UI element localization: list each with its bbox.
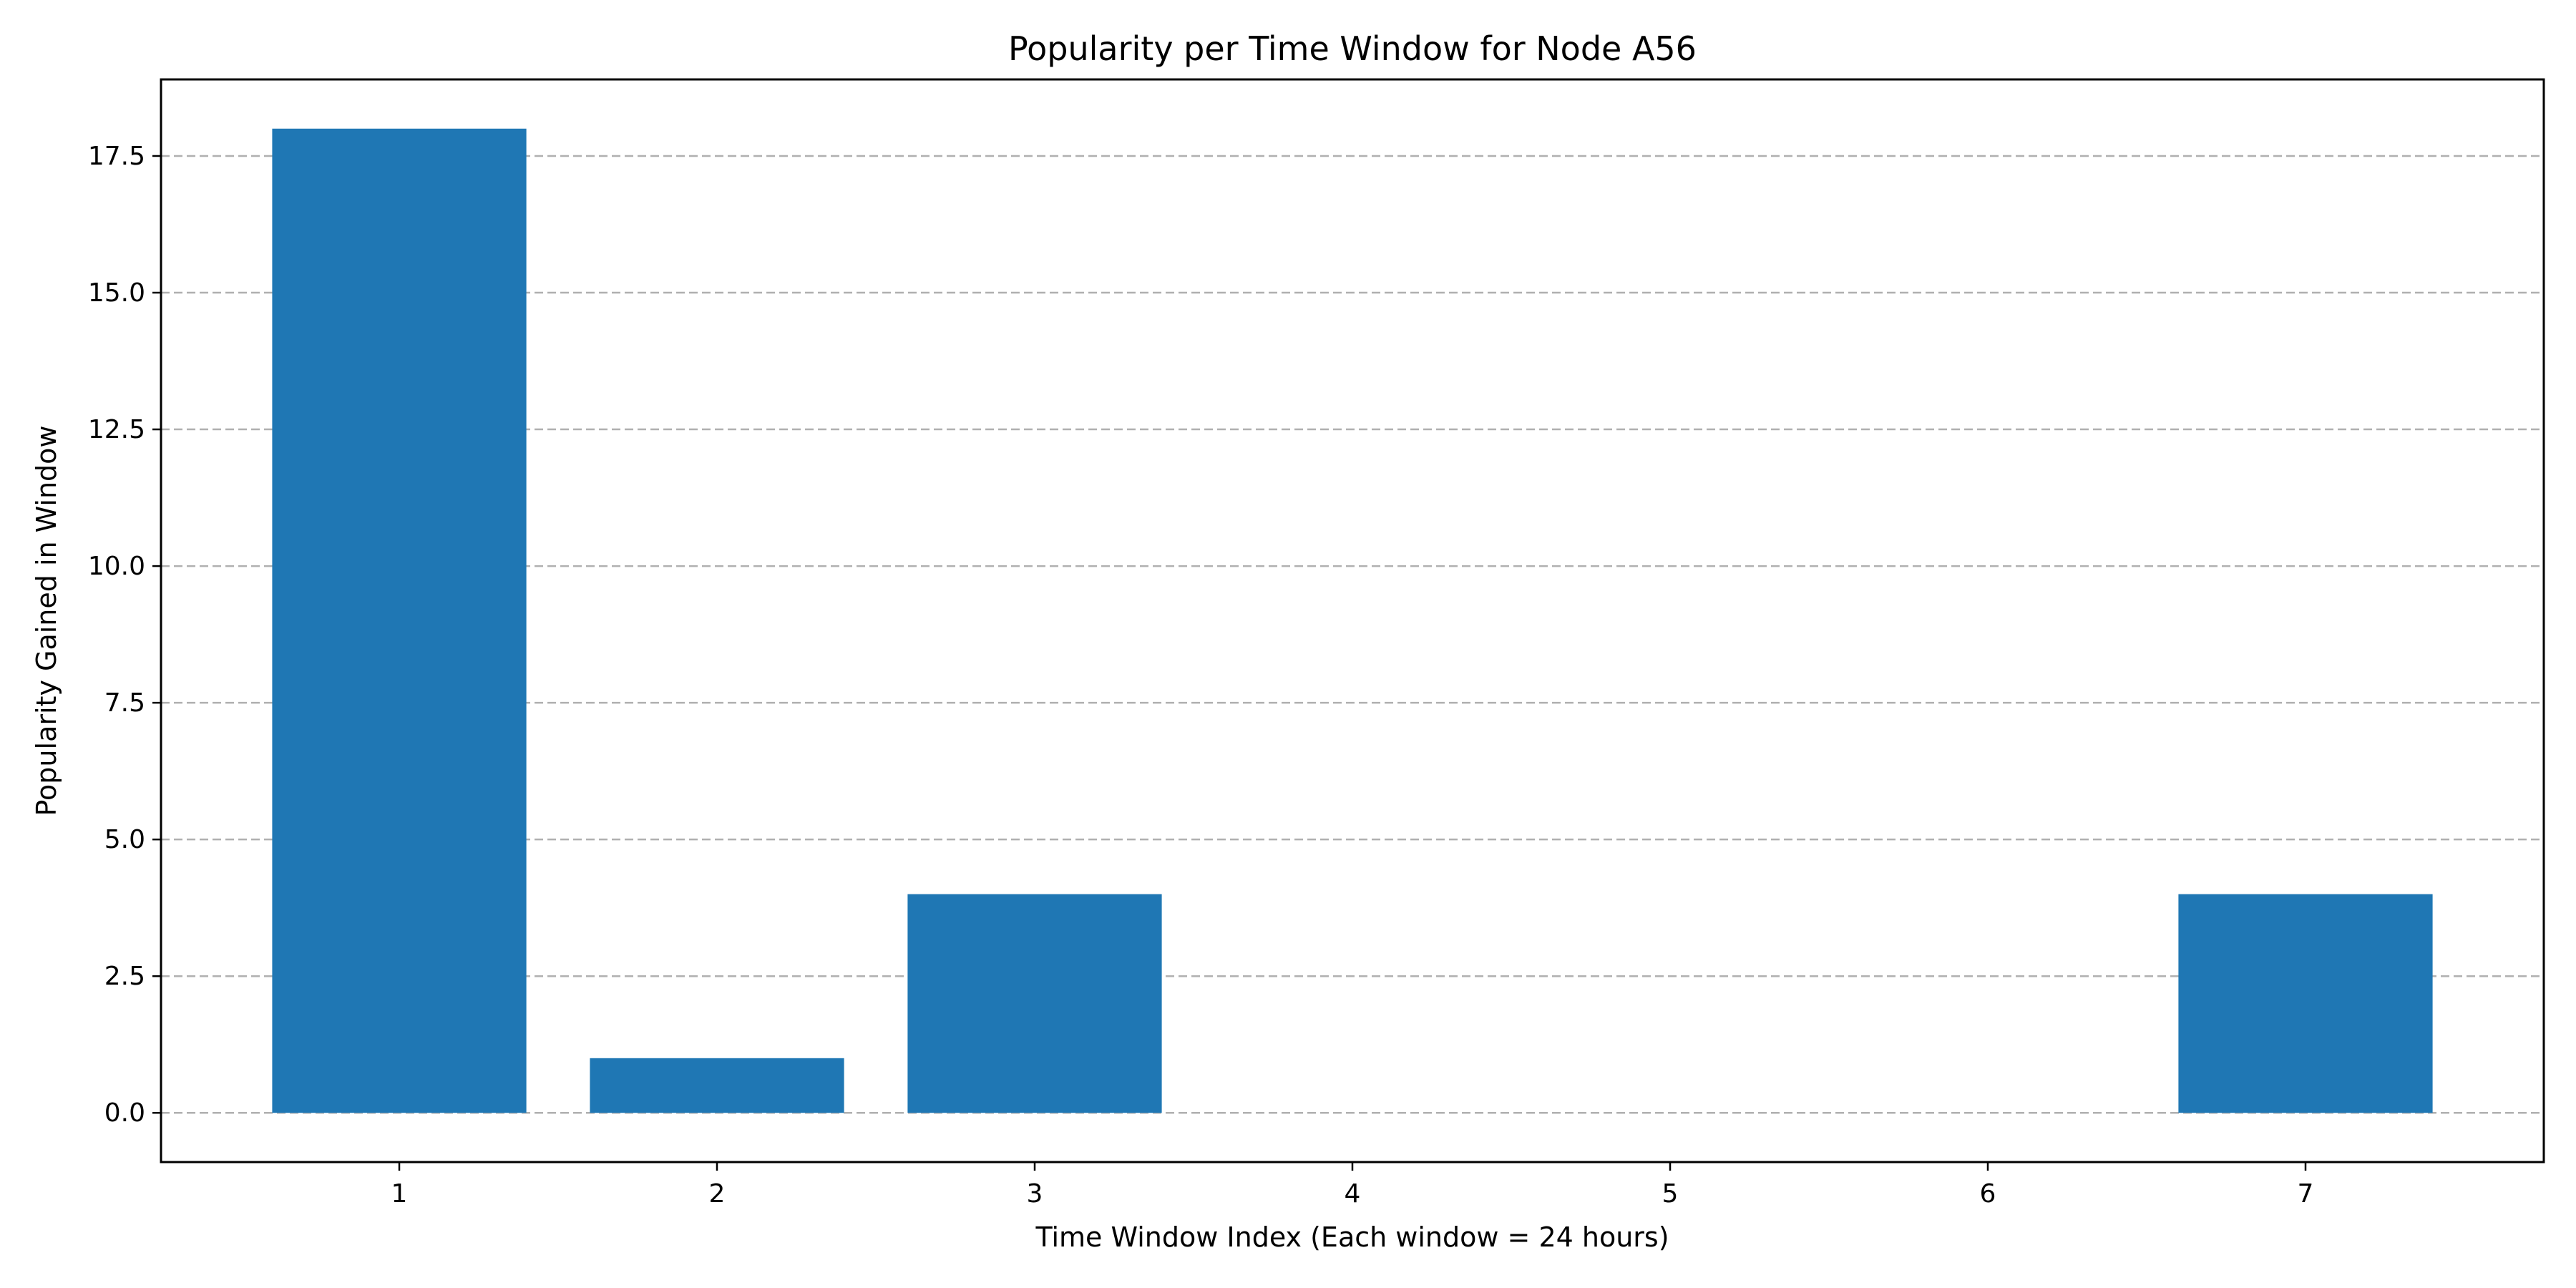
x-tick-label: 7 — [2298, 1179, 2314, 1209]
x-axis-label: Time Window Index (Each window = 24 hour… — [1035, 1221, 1669, 1253]
y-tick-label: 17.5 — [88, 142, 145, 171]
x-axis-ticks: 1 2 3 4 5 6 7 — [391, 1162, 2314, 1209]
y-axis-ticks: 0.0 2.5 5.0 7.5 10.0 12.5 15.0 17.5 — [88, 142, 161, 1128]
x-tick-label: 6 — [1980, 1179, 1996, 1209]
y-tick-label: 0.0 — [104, 1098, 145, 1128]
grid-lines — [161, 155, 2544, 1114]
y-tick-label: 10.0 — [88, 552, 145, 581]
y-tick-label: 15.0 — [88, 278, 145, 308]
bar-window-1 — [272, 128, 527, 1113]
y-tick-label: 12.5 — [88, 415, 145, 444]
bars — [272, 128, 2433, 1113]
y-tick-label: 5.0 — [104, 825, 145, 854]
bar-window-7 — [2178, 894, 2433, 1113]
bar-window-2 — [590, 1058, 844, 1113]
y-tick-label: 7.5 — [104, 688, 145, 718]
x-tick-label: 2 — [709, 1179, 726, 1209]
bar-window-3 — [907, 894, 1162, 1113]
x-tick-label: 4 — [1345, 1179, 1361, 1209]
x-tick-label: 5 — [1662, 1179, 1679, 1209]
y-tick-label: 2.5 — [104, 962, 145, 991]
x-tick-label: 3 — [1027, 1179, 1043, 1209]
y-axis-label: Popularity Gained in Window — [31, 425, 62, 816]
x-tick-label: 1 — [391, 1179, 408, 1209]
chart-title: Popularity per Time Window for Node A56 — [1008, 29, 1697, 68]
